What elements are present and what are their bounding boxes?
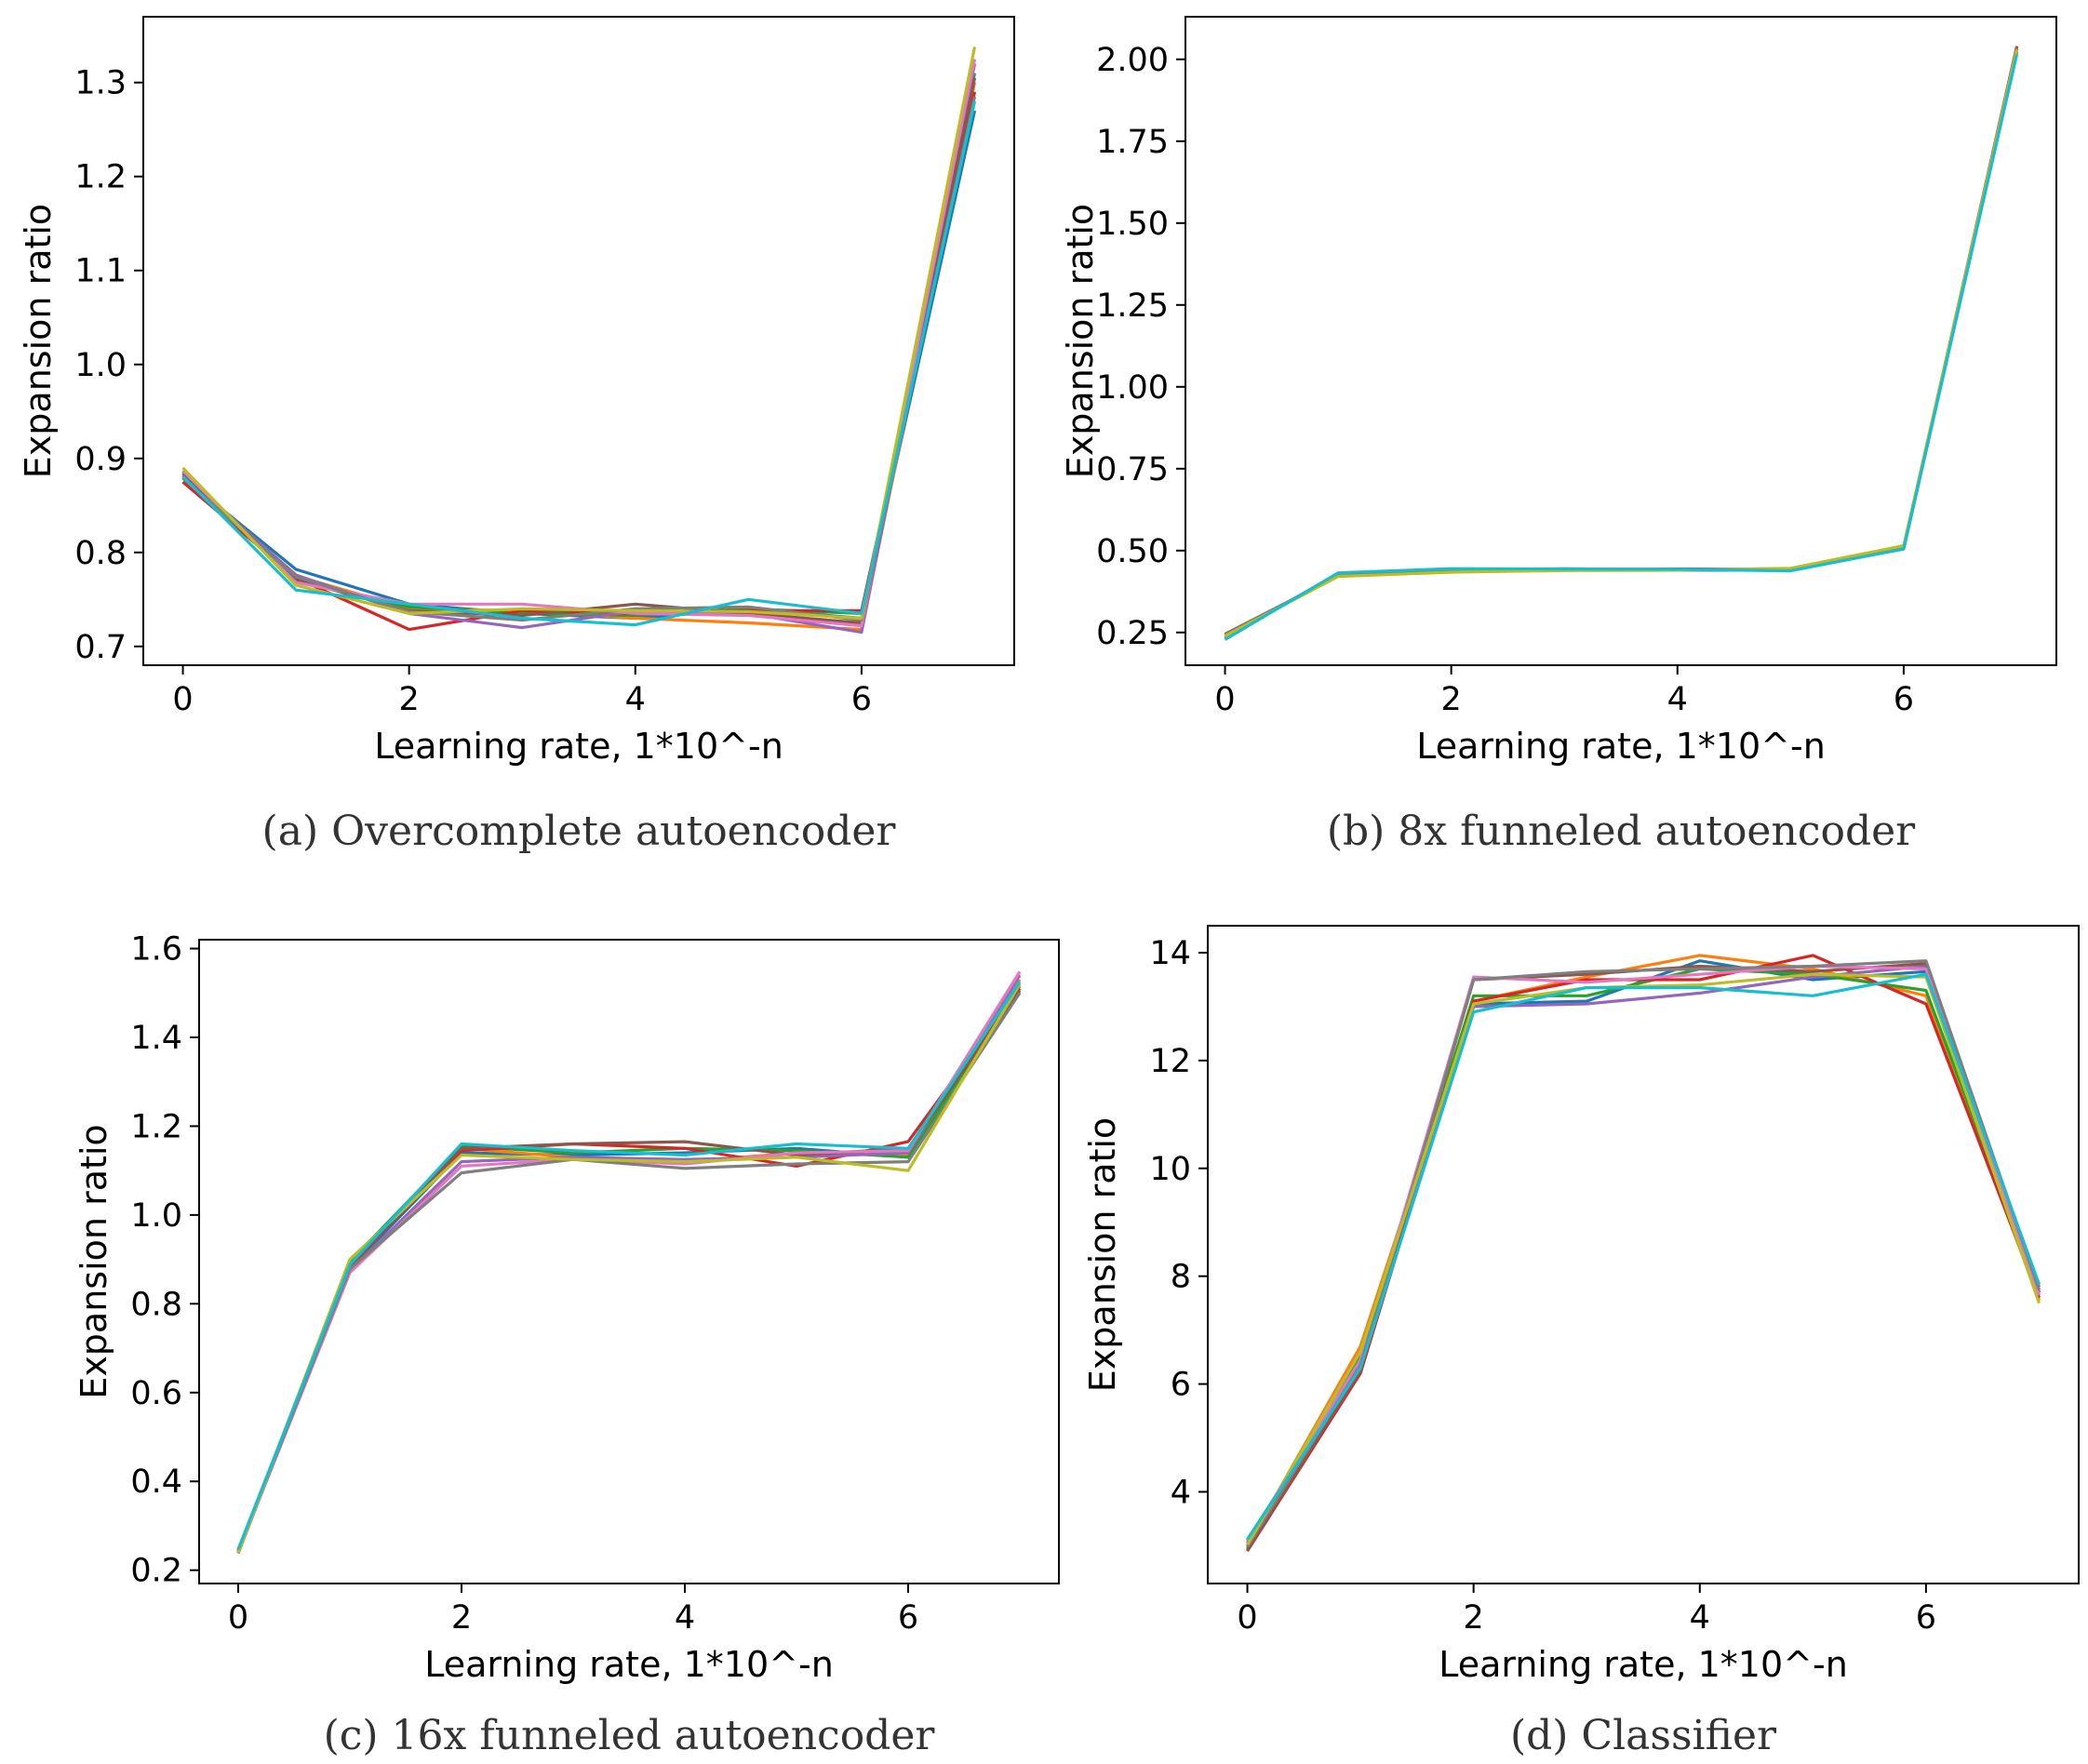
x-tick-label: 4 bbox=[1667, 681, 1688, 718]
panel-caption: (d) Classifier bbox=[1510, 1712, 1777, 1759]
y-tick-label: 1.75 bbox=[1096, 124, 1169, 161]
series-lines bbox=[236, 970, 1022, 1555]
y-tick-label: 1.2 bbox=[130, 1108, 182, 1145]
x-axis-label: Learning rate, 1*10^-n bbox=[374, 726, 783, 767]
x-tick-label: 6 bbox=[851, 681, 872, 718]
y-tick-label: 0.8 bbox=[74, 535, 127, 572]
series-line-7 bbox=[1246, 959, 2041, 1548]
series-line-9 bbox=[1246, 972, 2041, 1541]
y-tick-label: 1.3 bbox=[74, 65, 127, 102]
x-axis-label: Learning rate, 1*10^-n bbox=[424, 1644, 834, 1685]
series-line-5 bbox=[1246, 961, 2041, 1551]
plot-frame bbox=[198, 939, 1060, 1584]
y-tick-label: 0.4 bbox=[130, 1463, 182, 1501]
series-line-7 bbox=[236, 992, 1022, 1552]
series-line-7 bbox=[181, 96, 977, 622]
y-tick-label: 0.2 bbox=[130, 1553, 182, 1590]
y-axis-label: Expansion ratio bbox=[1060, 204, 1101, 478]
y-tick-label: 0.7 bbox=[74, 629, 127, 666]
panel-2: 0 2 4 6 0.2 0.4 0.6 0.8 1.0 1.2 1.4 1.6 Learning rat… bbox=[74, 931, 1060, 1759]
x-tick-label: 6 bbox=[1894, 681, 1914, 718]
series-line-9 bbox=[236, 981, 1022, 1550]
y-axis-label: Expansion ratio bbox=[18, 204, 59, 478]
series-line-2 bbox=[1246, 967, 2041, 1550]
panel-caption: (c) 16x funneled autoencoder bbox=[324, 1712, 936, 1759]
x-tick-label: 6 bbox=[1916, 1599, 1936, 1637]
x-tick-label: 4 bbox=[1690, 1599, 1710, 1637]
series-line-5 bbox=[181, 77, 977, 625]
y-tick-label: 1.0 bbox=[74, 347, 127, 384]
y-tick-label: 6 bbox=[1171, 1367, 1191, 1404]
y-tick-label: 0.25 bbox=[1096, 615, 1169, 652]
series-line-3 bbox=[236, 987, 1022, 1555]
x-axis-label: Learning rate, 1*10^-n bbox=[1416, 726, 1826, 767]
y-tick-label: 10 bbox=[1149, 1151, 1191, 1188]
y-tick-label: 1.25 bbox=[1096, 287, 1169, 325]
series-line-5 bbox=[236, 989, 1022, 1551]
series-lines bbox=[1224, 46, 2019, 641]
x-tick-label: 0 bbox=[228, 1599, 248, 1637]
panel-1: 0 2 4 6 0.25 0.50 0.75 1.00 1.25 1.50 1.75 2.00 Lear… bbox=[1060, 16, 2057, 855]
x-tick-label: 2 bbox=[1441, 681, 1462, 718]
x-tick-label: 2 bbox=[399, 681, 420, 718]
series-line-6 bbox=[181, 59, 977, 628]
y-tick-label: 1.4 bbox=[130, 1020, 182, 1057]
plot-frame bbox=[1207, 925, 2080, 1584]
panel-caption: (b) 8x funneled autoencoder bbox=[1327, 808, 1916, 855]
series-line-8 bbox=[1224, 48, 2019, 638]
y-tick-label: 0.8 bbox=[130, 1286, 182, 1323]
panel-0: 0 2 4 6 0.7 0.8 0.9 1.0 1.1 1.2 1.3 Learning rate, … bbox=[18, 16, 1015, 855]
series-line-8 bbox=[181, 46, 977, 621]
x-tick-label: 0 bbox=[172, 681, 193, 718]
y-tick-label: 1.0 bbox=[130, 1197, 182, 1235]
series-lines bbox=[181, 46, 977, 635]
x-tick-label: 6 bbox=[898, 1599, 918, 1637]
series-line-0 bbox=[181, 110, 977, 621]
x-tick-label: 0 bbox=[1237, 1599, 1257, 1637]
series-line-1 bbox=[1246, 954, 2041, 1547]
y-tick-label: 0.6 bbox=[130, 1375, 182, 1412]
x-tick-label: 2 bbox=[451, 1599, 472, 1637]
y-tick-label: 0.75 bbox=[1096, 451, 1169, 488]
y-tick-label: 2.00 bbox=[1096, 42, 1169, 79]
series-line-8 bbox=[1246, 972, 2041, 1546]
series-line-0 bbox=[1246, 959, 2041, 1544]
plot-frame bbox=[1185, 16, 2057, 666]
series-line-9 bbox=[1224, 54, 2019, 641]
x-tick-label: 2 bbox=[1464, 1599, 1484, 1637]
plot-frame bbox=[142, 16, 1015, 666]
y-axis-label: Expansion ratio bbox=[1082, 1117, 1123, 1392]
series-line-4 bbox=[181, 63, 977, 635]
series-line-8 bbox=[236, 982, 1022, 1554]
panel-3: 0 2 4 6 4 6 8 10 12 14 Learning rate, 1*10^-n Expan… bbox=[1082, 925, 2080, 1759]
series-line-6 bbox=[1246, 964, 2041, 1543]
y-tick-label: 1.2 bbox=[74, 159, 127, 196]
series-lines bbox=[1246, 954, 2041, 1553]
y-tick-label: 1.6 bbox=[130, 931, 182, 969]
x-tick-label: 4 bbox=[625, 681, 646, 718]
y-tick-label: 0.9 bbox=[74, 441, 127, 478]
y-tick-label: 1.00 bbox=[1096, 369, 1169, 407]
y-tick-label: 12 bbox=[1149, 1043, 1191, 1080]
y-tick-label: 1.1 bbox=[74, 253, 127, 290]
y-tick-label: 0.50 bbox=[1096, 533, 1169, 570]
y-tick-label: 4 bbox=[1171, 1474, 1191, 1511]
x-tick-label: 0 bbox=[1214, 681, 1235, 718]
y-tick-label: 8 bbox=[1171, 1259, 1191, 1296]
y-axis-label: Expansion ratio bbox=[74, 1124, 114, 1398]
y-tick-label: 1.50 bbox=[1096, 206, 1169, 243]
y-tick-label: 14 bbox=[1149, 935, 1191, 972]
series-line-3 bbox=[181, 91, 977, 632]
series-line-1 bbox=[181, 82, 977, 632]
x-tick-label: 4 bbox=[675, 1599, 695, 1637]
series-line-9 bbox=[181, 100, 977, 627]
panel-caption: (a) Overcomplete autoencoder bbox=[262, 808, 897, 855]
series-line-2 bbox=[181, 73, 977, 618]
series-line-3 bbox=[1246, 954, 2041, 1553]
series-line-4 bbox=[1246, 964, 2041, 1542]
x-axis-label: Learning rate, 1*10^-n bbox=[1439, 1644, 1848, 1685]
